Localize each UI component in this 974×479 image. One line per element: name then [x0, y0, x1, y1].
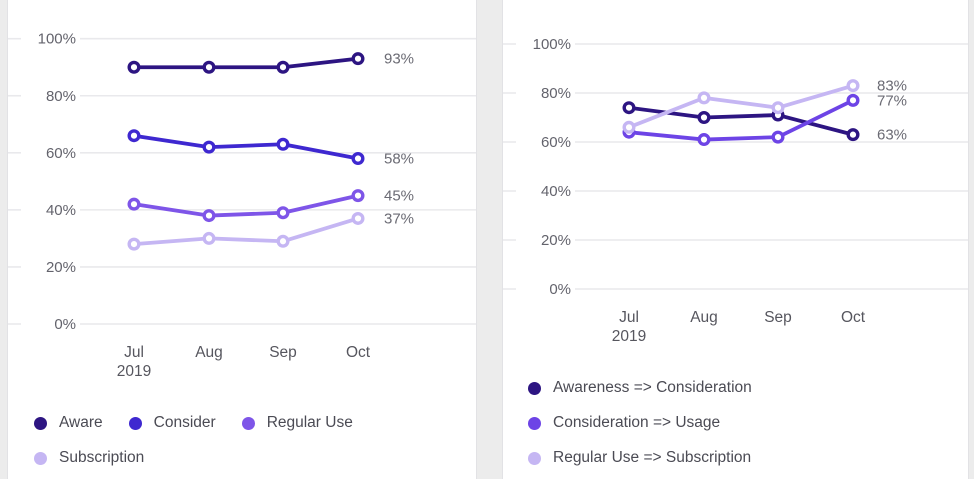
legend-item-subscription[interactable]: Subscription: [34, 449, 144, 467]
y-tick-label: 60%: [541, 134, 571, 151]
x-tick-label: Aug: [690, 309, 718, 326]
legend-label: Awareness => Consideration: [553, 379, 752, 396]
legend-label: Regular Use: [266, 414, 353, 431]
y-tick-label: 0%: [549, 281, 571, 298]
y-tick-label: 100%: [533, 36, 571, 53]
data-point[interactable]: [276, 137, 290, 151]
x-axis-year-label: 2019: [117, 363, 151, 380]
data-point[interactable]: [127, 197, 141, 211]
legend-row: Aware Consider Regular Use: [34, 412, 353, 434]
legend-dot-aware-icon: [34, 416, 47, 430]
funnel-levels-line-chart: 0% 20% 40% 60% 80% 100% Jul Aug Sep Oct 2019 93% 58%…: [8, 31, 476, 380]
x-tick-label: Oct: [346, 344, 371, 361]
data-point[interactable]: [846, 93, 860, 107]
data-point[interactable]: [276, 234, 290, 248]
x-tick-label: Sep: [764, 309, 792, 326]
legend-row: Consideration => Usage: [528, 412, 752, 434]
series-line: [627, 83, 855, 130]
funnel-levels-chart-card: 0% 20% 40% 60% 80% 100% Jul Aug Sep Oct 2019 93% 58%…: [7, 0, 477, 479]
data-point[interactable]: [771, 130, 785, 144]
data-point[interactable]: [622, 120, 636, 134]
y-tick-label: 60%: [46, 145, 76, 162]
legend-item-consideration-usage[interactable]: Consideration => Usage: [528, 414, 720, 432]
legend-item-consider[interactable]: Consider: [128, 414, 216, 432]
legend-item-regular-use-subscription[interactable]: Regular Use => Subscription: [528, 449, 751, 467]
y-tick-label: 80%: [541, 85, 571, 102]
funnel-conversion-chart-card: 0% 20% 40% 60% 80% 100% Jul Aug Sep Oct 2019 63% 77%…: [502, 0, 969, 479]
data-point[interactable]: [276, 206, 290, 220]
legend-label: Aware: [59, 414, 103, 431]
data-point[interactable]: [697, 110, 711, 124]
x-tick-label: Aug: [195, 344, 223, 361]
legend-row: Awareness => Consideration: [528, 377, 752, 399]
legend-row: Subscription: [34, 447, 353, 469]
y-tick-label: 40%: [46, 202, 76, 219]
series-end-label: 58%: [384, 151, 414, 168]
y-tick-label: 40%: [541, 183, 571, 200]
legend-item-awareness-consideration[interactable]: Awareness => Consideration: [528, 379, 752, 397]
legend-dot-consider-icon: [128, 416, 142, 430]
x-tick-label: Jul: [124, 344, 144, 361]
data-point[interactable]: [202, 231, 216, 245]
data-point[interactable]: [351, 189, 365, 203]
legend-row: Regular Use => Subscription: [528, 447, 752, 469]
legend-label: Regular Use => Subscription: [553, 449, 752, 466]
x-axis-year-label: 2019: [612, 328, 646, 345]
data-point[interactable]: [351, 52, 365, 66]
series-line: [132, 216, 360, 247]
legend-item-regular-use[interactable]: Regular Use: [241, 414, 353, 432]
series-end-label: 83%: [877, 78, 907, 95]
data-point[interactable]: [846, 128, 860, 142]
x-tick-label: Jul: [619, 309, 639, 326]
series-end-label: 63%: [877, 127, 907, 144]
legend-label: Consider: [153, 414, 216, 431]
legend-dot-subscription-icon: [34, 451, 47, 465]
data-point[interactable]: [622, 101, 636, 115]
y-tick-label: 0%: [54, 316, 76, 333]
series-line: [132, 56, 360, 70]
legend-label: Subscription: [59, 449, 145, 466]
legend-dot-regular-use-icon: [241, 416, 255, 430]
x-tick-label: Sep: [269, 344, 297, 361]
series-line: [627, 98, 855, 142]
funnel-levels-legend: Aware Consider Regular Use Subscription: [34, 412, 353, 469]
series-line: [132, 133, 360, 161]
legend-dot-regular-use-subscription-icon: [528, 451, 541, 465]
data-point[interactable]: [697, 133, 711, 147]
data-point[interactable]: [351, 211, 365, 225]
y-tick-label: 20%: [46, 259, 76, 276]
data-point[interactable]: [771, 101, 785, 115]
data-point[interactable]: [276, 60, 290, 74]
legend-dot-awareness-consideration-icon: [528, 381, 541, 395]
series-line: [627, 105, 855, 137]
legend-label: Consideration => Usage: [553, 414, 721, 431]
data-point[interactable]: [846, 79, 860, 93]
data-point[interactable]: [202, 209, 216, 223]
y-tick-label: 20%: [541, 232, 571, 249]
legend-dot-consideration-usage-icon: [528, 416, 541, 430]
legend-item-aware[interactable]: Aware: [34, 414, 103, 432]
data-point[interactable]: [697, 91, 711, 105]
series-end-label: 45%: [384, 188, 414, 205]
funnel-conversion-legend: Awareness => Consideration Consideration…: [528, 377, 752, 469]
y-tick-label: 100%: [38, 31, 76, 48]
series-end-label: 77%: [877, 92, 907, 109]
data-point[interactable]: [202, 140, 216, 154]
x-tick-label: Oct: [841, 309, 866, 326]
series-end-label: 37%: [384, 210, 414, 227]
series-end-label: 93%: [384, 51, 414, 68]
data-point[interactable]: [202, 60, 216, 74]
y-tick-label: 80%: [46, 88, 76, 105]
data-point[interactable]: [127, 237, 141, 251]
data-point[interactable]: [351, 152, 365, 166]
series-line: [132, 193, 360, 218]
funnel-conversion-line-chart: 0% 20% 40% 60% 80% 100% Jul Aug Sep Oct 2019 63% 77%…: [503, 36, 968, 345]
data-point[interactable]: [127, 60, 141, 74]
data-point[interactable]: [127, 129, 141, 143]
